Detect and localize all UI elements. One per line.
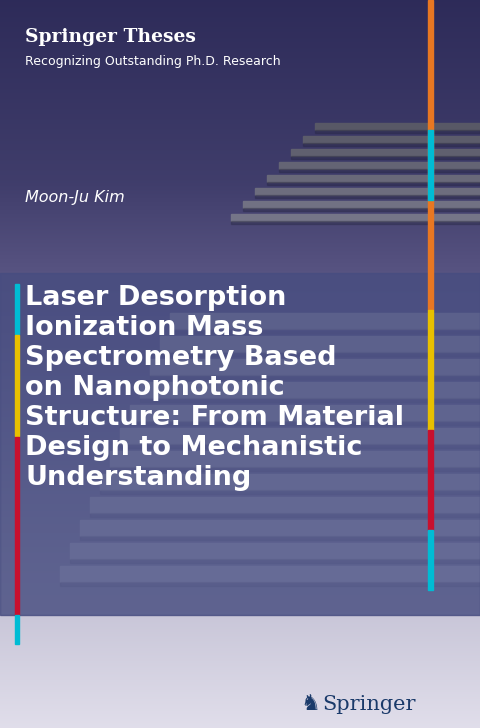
Bar [90,497,480,513]
Bar [267,182,480,185]
Bar [428,0,433,310]
Bar [15,284,19,334]
Bar [120,444,480,448]
Bar [428,310,433,430]
Bar [428,130,433,200]
Bar [120,428,480,444]
Bar [243,208,480,211]
Bar [140,382,480,398]
Bar [428,430,433,530]
Text: ♞: ♞ [300,694,320,714]
Text: Springer: Springer [322,695,416,714]
Bar [428,530,433,590]
Bar [130,405,480,421]
Bar [80,536,480,540]
Bar [70,559,480,563]
Bar [90,513,480,517]
Bar [231,214,480,221]
Bar [150,375,480,379]
Bar [15,437,19,615]
Bar [291,156,480,159]
Bar [243,201,480,208]
Bar [255,195,480,198]
Bar [70,543,480,559]
Bar [170,313,480,329]
Bar [130,421,480,425]
Bar [315,130,480,133]
Bar [279,162,480,169]
Bar [267,175,480,182]
Bar [140,398,480,402]
Bar [279,169,480,172]
Text: Recognizing Outstanding Ph.D. Research: Recognizing Outstanding Ph.D. Research [25,55,281,68]
Bar [231,221,480,224]
Bar [303,143,480,146]
Text: Moon-Ju Kim: Moon-Ju Kim [25,190,125,205]
Bar [80,520,480,536]
Bar [160,352,480,356]
Bar [110,467,480,471]
Bar [100,490,480,494]
Bar [0,273,480,615]
Bar [150,359,480,375]
Bar [255,188,480,195]
Bar [315,123,480,130]
Bar [100,474,480,490]
Bar [15,335,19,436]
Bar [303,136,480,143]
Bar [60,582,480,586]
Text: Springer Theses: Springer Theses [25,28,196,46]
Bar [170,329,480,333]
Bar [160,336,480,352]
Bar [291,149,480,156]
Bar [60,566,480,582]
Bar [15,615,19,644]
Bar [110,451,480,467]
Text: Laser Desorption
Ionization Mass
Spectrometry Based
on Nanophotonic
Structure: F: Laser Desorption Ionization Mass Spectro… [25,285,404,491]
